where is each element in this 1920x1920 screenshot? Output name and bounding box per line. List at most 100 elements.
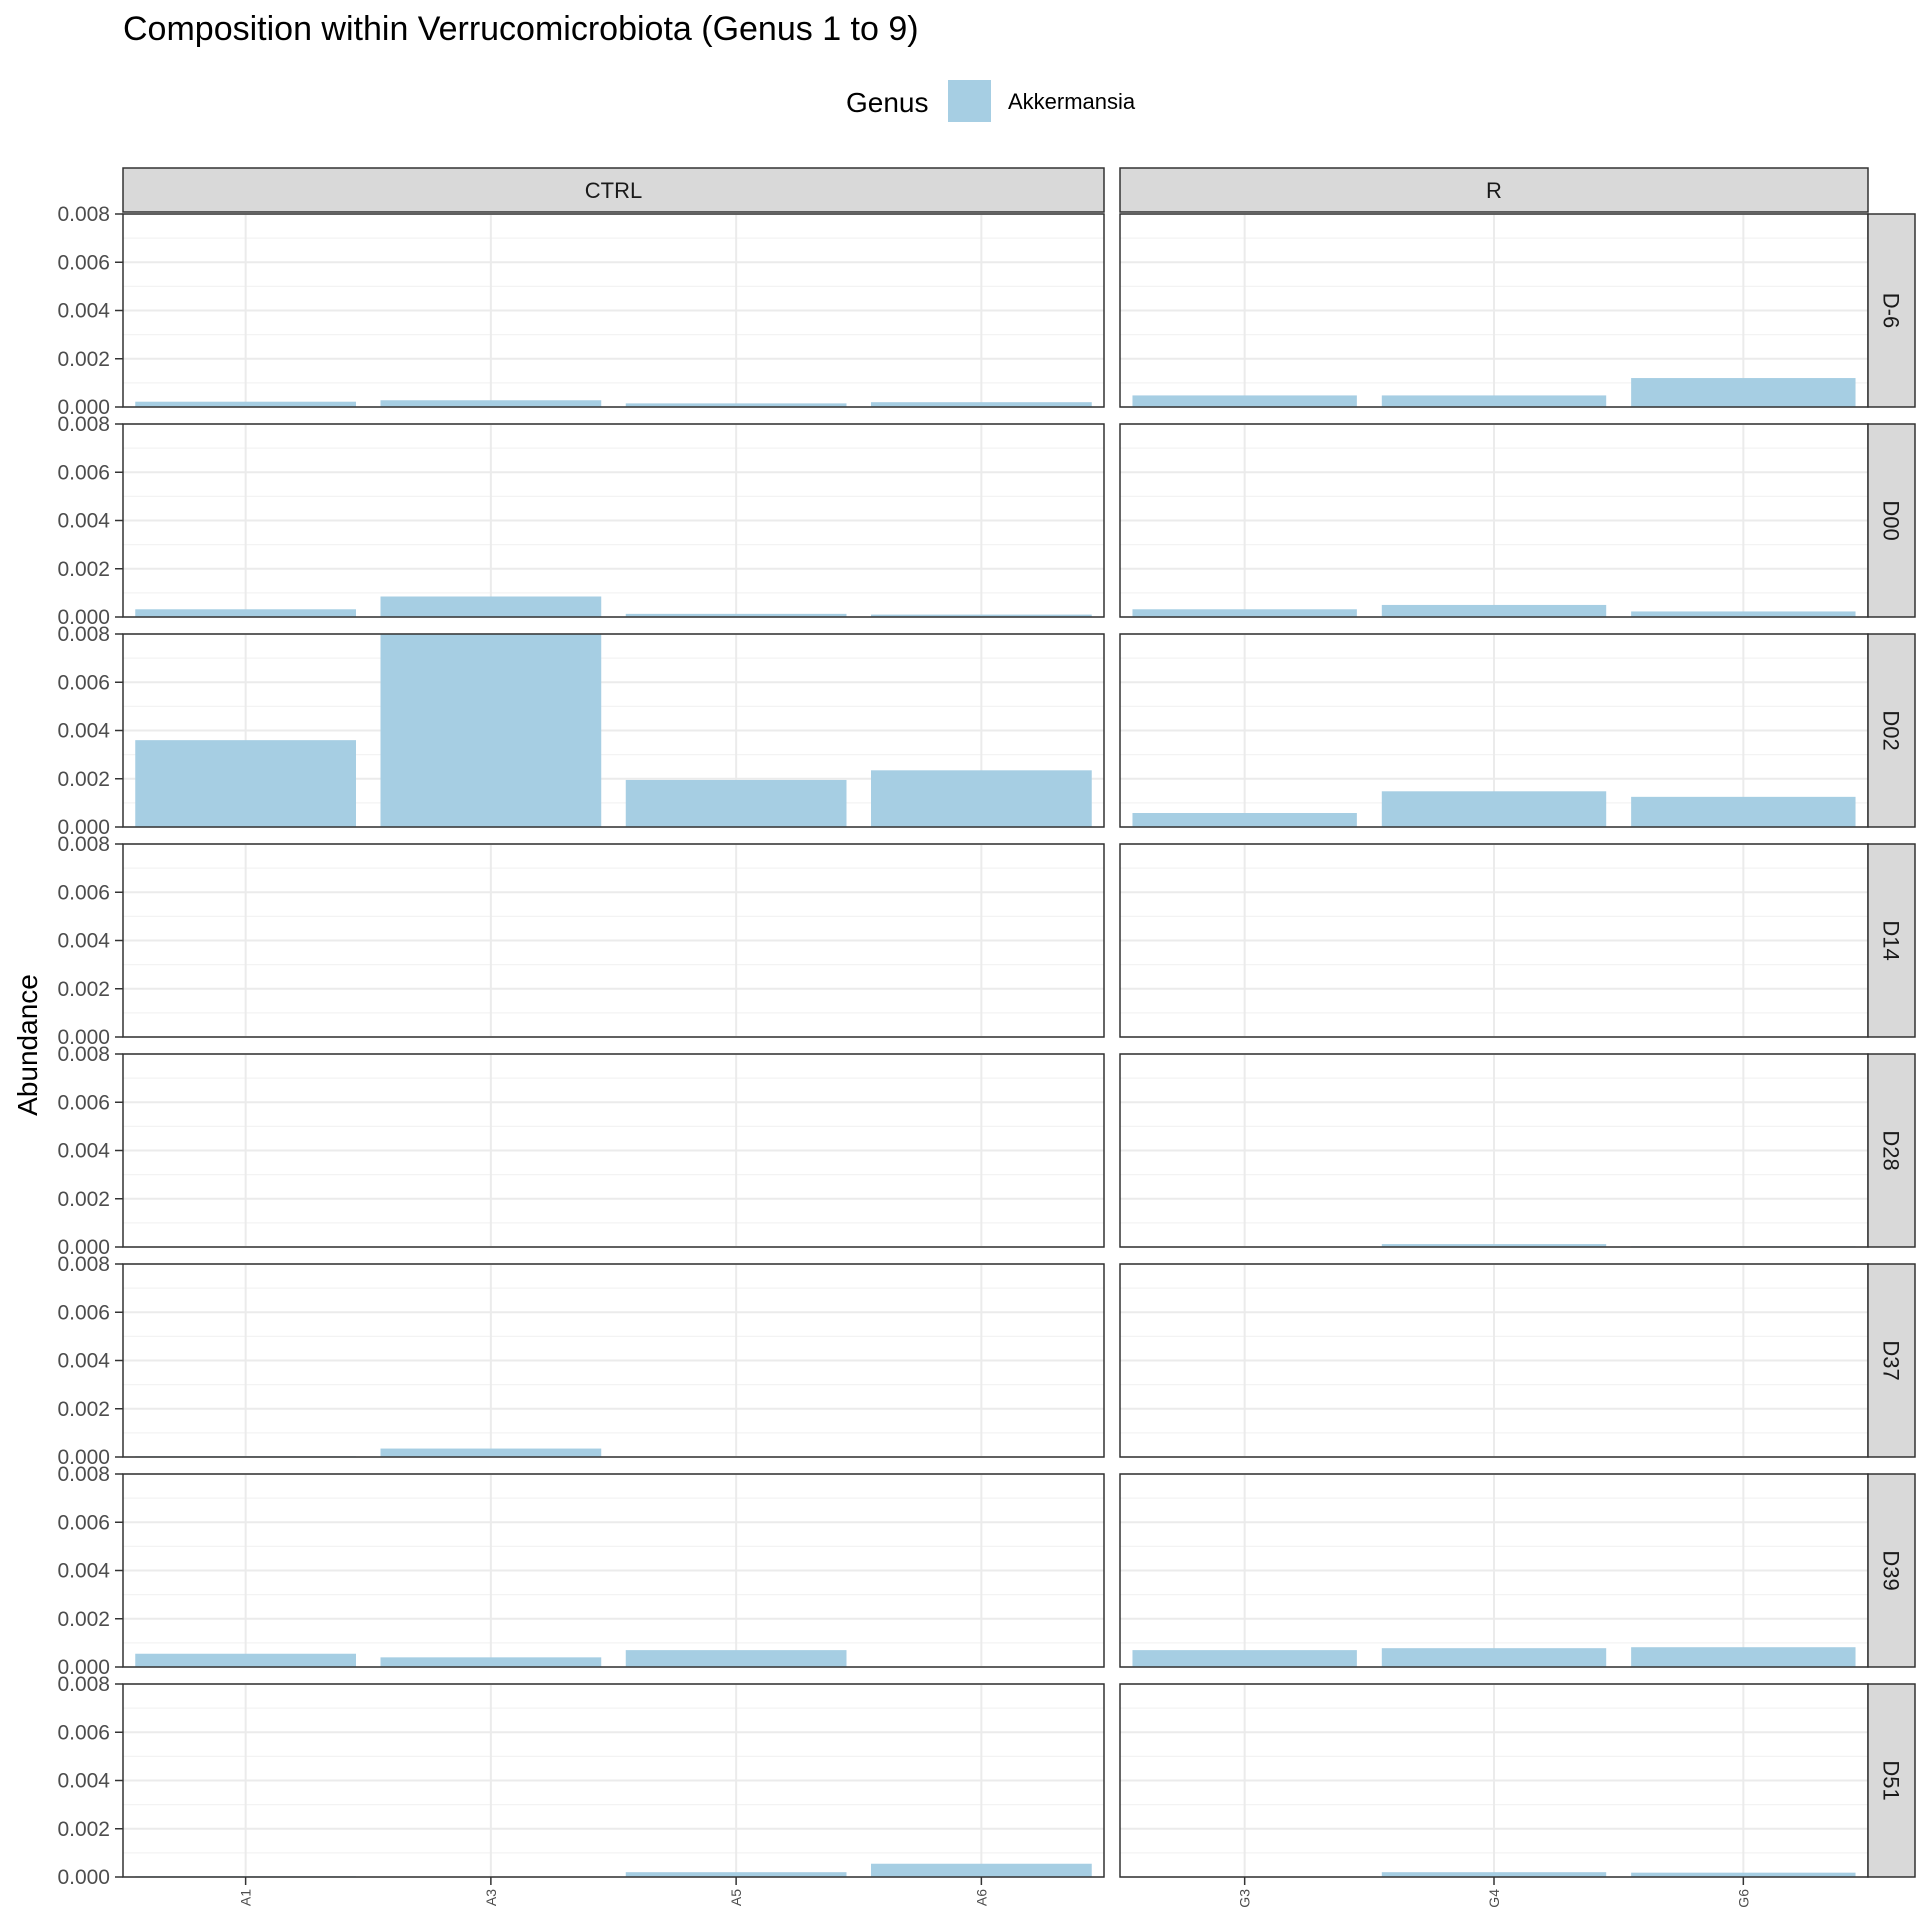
y-tick-label: 0.002 bbox=[57, 348, 110, 371]
y-tick-label: 0.006 bbox=[57, 671, 110, 694]
y-tick-label: 0.002 bbox=[57, 768, 110, 791]
bar-D00-A5 bbox=[625, 613, 847, 617]
y-tick-label: 0.008 bbox=[57, 203, 110, 226]
bar-D-6-G6 bbox=[1631, 378, 1856, 407]
x-tick-label: G3 bbox=[1237, 1889, 1253, 1908]
y-tick-label: 0.000 bbox=[57, 396, 110, 419]
bar-D51-G4 bbox=[1381, 1872, 1607, 1877]
bar-D02-A1 bbox=[135, 740, 356, 827]
y-tick-label: 0.000 bbox=[57, 606, 110, 629]
y-tick-label: 0.002 bbox=[57, 1608, 110, 1631]
row-strip-d37 bbox=[1867, 1263, 1916, 1458]
bar-D39-A5 bbox=[625, 1650, 847, 1667]
y-tick-label: 0.004 bbox=[57, 300, 110, 323]
bar-D-6-G4 bbox=[1381, 395, 1607, 407]
row-strip-label: D28 bbox=[1879, 1130, 1904, 1170]
legend-label: Akkermansia bbox=[1008, 89, 1136, 114]
bar-D02-A6 bbox=[871, 770, 1092, 827]
bar-D-6-A3 bbox=[380, 400, 602, 407]
y-tick-label: 0.004 bbox=[57, 1140, 110, 1163]
x-tick-label: A3 bbox=[483, 1889, 499, 1906]
bar-D02-G4 bbox=[1381, 791, 1607, 827]
bar-D00-A6 bbox=[871, 614, 1092, 617]
row-strip-label: D37 bbox=[1879, 1340, 1904, 1380]
row-strip-d39 bbox=[1867, 1473, 1916, 1668]
y-tick-label: 0.008 bbox=[57, 1463, 110, 1486]
y-tick-label: 0.006 bbox=[57, 1721, 110, 1744]
bar-D02-A5 bbox=[625, 779, 847, 827]
y-tick-label: 0.006 bbox=[57, 1091, 110, 1114]
y-tick-label: 0.006 bbox=[57, 1301, 110, 1324]
row-strip-d51 bbox=[1867, 1683, 1916, 1878]
y-tick-label: 0.002 bbox=[57, 978, 110, 1001]
bar-D00-A1 bbox=[135, 609, 356, 617]
bar-D-6-G3 bbox=[1132, 395, 1357, 407]
bar-D39-A1 bbox=[135, 1653, 356, 1667]
bar-D00-G3 bbox=[1132, 609, 1357, 617]
column-strip-ctrl bbox=[122, 167, 1105, 213]
y-tick-label: 0.008 bbox=[57, 623, 110, 646]
bar-D-6-A5 bbox=[625, 403, 847, 407]
y-tick-label: 0.006 bbox=[57, 881, 110, 904]
column-strip-label: R bbox=[1486, 178, 1502, 203]
y-tick-label: 0.008 bbox=[57, 413, 110, 436]
bar-D00-G6 bbox=[1631, 611, 1856, 617]
bar-D39-G3 bbox=[1132, 1650, 1357, 1667]
y-tick-label: 0.000 bbox=[57, 1656, 110, 1679]
row-strip-label: D02 bbox=[1879, 710, 1904, 750]
y-tick-label: 0.000 bbox=[57, 1236, 110, 1259]
bar-D51-A6 bbox=[871, 1863, 1092, 1877]
y-tick-label: 0.004 bbox=[57, 1350, 110, 1373]
row-strip-label: D14 bbox=[1879, 920, 1904, 960]
row-strip-label: D39 bbox=[1879, 1550, 1904, 1590]
bar-D51-G6 bbox=[1631, 1872, 1856, 1877]
x-tick-label: A5 bbox=[728, 1889, 744, 1906]
bar-D-6-A1 bbox=[135, 401, 356, 407]
bar-D39-G4 bbox=[1381, 1648, 1607, 1667]
legend-title: Genus bbox=[846, 87, 929, 118]
y-tick-label: 0.006 bbox=[57, 1511, 110, 1534]
y-tick-label: 0.002 bbox=[57, 1818, 110, 1841]
row-strip-d00 bbox=[1867, 423, 1916, 618]
column-strip-r bbox=[1119, 167, 1869, 213]
bar-D02-G3 bbox=[1132, 813, 1357, 827]
y-tick-label: 0.000 bbox=[57, 1026, 110, 1049]
y-tick-label: 0.002 bbox=[57, 1188, 110, 1211]
bar-D39-A3 bbox=[380, 1657, 602, 1667]
bar-D51-A5 bbox=[625, 1872, 847, 1877]
y-tick-label: 0.004 bbox=[57, 510, 110, 533]
x-tick-label: A6 bbox=[973, 1889, 989, 1906]
legend-swatch bbox=[948, 80, 991, 122]
bar-D37-A3 bbox=[380, 1448, 602, 1457]
y-tick-label: 0.004 bbox=[57, 930, 110, 953]
row-strip-d14 bbox=[1867, 843, 1916, 1038]
row-strip-d-6 bbox=[1867, 213, 1916, 408]
y-tick-label: 0.000 bbox=[57, 816, 110, 839]
y-tick-label: 0.008 bbox=[57, 1253, 110, 1276]
row-strip-d02 bbox=[1867, 633, 1916, 828]
y-tick-label: 0.008 bbox=[57, 1043, 110, 1066]
row-strip-label: D00 bbox=[1879, 500, 1904, 540]
y-tick-label: 0.000 bbox=[57, 1446, 110, 1469]
y-tick-label: 0.002 bbox=[57, 558, 110, 581]
row-strip-d28 bbox=[1867, 1053, 1916, 1248]
facet-panels: CTRL R0.0000.0020.0040.0060.008D-60.0000.… bbox=[57, 167, 1916, 1908]
x-tick-label: G4 bbox=[1486, 1889, 1502, 1908]
row-strip-label: D-6 bbox=[1879, 293, 1904, 328]
x-tick-label: G6 bbox=[1735, 1889, 1751, 1908]
bar-D00-G4 bbox=[1381, 604, 1607, 617]
y-tick-label: 0.006 bbox=[57, 461, 110, 484]
bar-D39-G6 bbox=[1631, 1647, 1856, 1667]
bar-D02-A3 bbox=[380, 634, 602, 827]
y-tick-label: 0.000 bbox=[57, 1866, 110, 1889]
y-tick-label: 0.008 bbox=[57, 1673, 110, 1696]
y-tick-label: 0.008 bbox=[57, 833, 110, 856]
chart-title: Composition within Verrucomicrobiota (Ge… bbox=[123, 10, 919, 48]
bar-D-6-A6 bbox=[871, 402, 1092, 407]
y-tick-label: 0.004 bbox=[57, 1560, 110, 1583]
bar-D02-G6 bbox=[1631, 796, 1856, 827]
y-tick-label: 0.006 bbox=[57, 251, 110, 274]
y-tick-label: 0.004 bbox=[57, 1770, 110, 1793]
column-strip-label: CTRL bbox=[585, 178, 642, 203]
